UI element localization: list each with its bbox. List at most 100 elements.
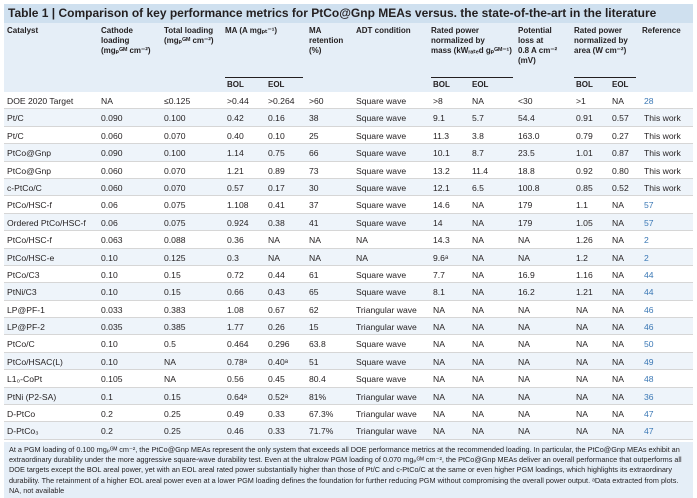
cell-adt-condition: NA bbox=[356, 252, 368, 263]
cell-ma-retention: 37 bbox=[309, 200, 319, 211]
cell-area-bol: NA bbox=[576, 304, 588, 315]
cell-area-eol: NA bbox=[612, 409, 624, 420]
cell-adt-condition: Square wave bbox=[356, 113, 407, 124]
reference-link[interactable]: 47 bbox=[644, 409, 654, 420]
reference-link[interactable]: 57 bbox=[644, 200, 654, 211]
cell-total-loading: 0.15 bbox=[164, 269, 181, 280]
cell-area-bol: 0.79 bbox=[576, 130, 593, 141]
reference-link[interactable]: 47 bbox=[644, 426, 654, 437]
cell-total-loading: NA bbox=[164, 374, 176, 385]
reference-link[interactable]: 44 bbox=[644, 287, 654, 298]
cell-ma-retention: NA bbox=[309, 252, 321, 263]
cell-total-loading: 0.075 bbox=[164, 200, 186, 211]
cell-total-loading: ≤0.125 bbox=[164, 96, 191, 106]
cell-ma-retention: 38 bbox=[309, 113, 319, 124]
cell-ma-bol: 1.14 bbox=[227, 148, 244, 159]
cell-mass-eol: NA bbox=[472, 96, 484, 106]
cell-mass-bol: NA bbox=[433, 409, 445, 420]
header-catalyst: Catalyst bbox=[7, 26, 39, 35]
cell-mass-eol: NA bbox=[472, 200, 484, 211]
header-adt-condition: ADT condition bbox=[356, 26, 411, 35]
cell-potential-loss: 23.5 bbox=[518, 148, 535, 159]
cell-ma-bol: 1.77 bbox=[227, 322, 244, 333]
cell-ma-retention: 81% bbox=[309, 391, 327, 402]
cell-adt-condition: Square wave bbox=[356, 130, 407, 141]
cell-catalyst: c-PtCo/C bbox=[7, 182, 42, 193]
cell-adt-condition: Triangular wave bbox=[356, 409, 417, 420]
reference-link[interactable]: 50 bbox=[644, 339, 654, 350]
cell-catalyst: LP@PF-1 bbox=[7, 304, 45, 315]
cell-ma-bol: 0.42 bbox=[227, 113, 244, 124]
cell-ma-eol: 0.41 bbox=[268, 200, 285, 211]
cell-potential-loss: 179 bbox=[518, 200, 533, 211]
cell-area-eol: NA bbox=[612, 217, 624, 228]
cell-ma-bol: 0.64ᵃ bbox=[227, 391, 247, 402]
header-reference: Reference bbox=[642, 26, 681, 35]
cell-cathode-loading: 0.06 bbox=[101, 217, 118, 228]
cell-mass-bol: 14.6 bbox=[433, 200, 450, 211]
cell-total-loading: 0.15 bbox=[164, 287, 181, 298]
cell-ma-retention: 25 bbox=[309, 130, 319, 141]
table-row: PtNi/C3 0.10 0.15 0.66 0.43 65 Square wave 8.1 N… bbox=[4, 283, 693, 301]
cell-potential-loss: 100.8 bbox=[518, 182, 540, 193]
table-row: LP@PF-1 0.033 0.383 1.08 0.67 62 Triangular wa… bbox=[4, 301, 693, 319]
cell-ma-bol: 0.40 bbox=[227, 130, 244, 141]
reference-link[interactable]: 46 bbox=[644, 304, 654, 315]
cell-total-loading: NA bbox=[164, 356, 176, 367]
cell-area-eol: NA bbox=[612, 235, 624, 246]
reference-link[interactable]: 2 bbox=[644, 252, 649, 263]
cell-ma-bol: 1.08 bbox=[227, 304, 244, 315]
cell-mass-bol: 13.2 bbox=[433, 165, 450, 176]
reference-link[interactable]: 36 bbox=[644, 391, 654, 402]
cell-potential-loss: NA bbox=[518, 356, 530, 367]
cell-ma-bol: >0.44 bbox=[227, 96, 249, 106]
table-body: DOE 2020 Target NA ≤0.125 >0.44 >0.264 >60 Squ… bbox=[4, 92, 693, 440]
cell-adt-condition: Square wave bbox=[356, 96, 407, 106]
cell-ma-retention: 63.8 bbox=[309, 339, 326, 350]
cell-ma-bol: 0.72 bbox=[227, 269, 244, 280]
cell-adt-condition: Triangular wave bbox=[356, 426, 417, 437]
cell-area-eol: NA bbox=[612, 200, 624, 211]
cell-potential-loss: NA bbox=[518, 252, 530, 263]
cell-adt-condition: NA bbox=[356, 235, 368, 246]
cell-area-bol: NA bbox=[576, 356, 588, 367]
table-row: DOE 2020 Target NA ≤0.125 >0.44 >0.264 >60 Squ… bbox=[4, 92, 693, 110]
cell-ma-bol: 0.57 bbox=[227, 182, 244, 193]
cell-cathode-loading: 0.060 bbox=[101, 130, 123, 141]
cell-mass-bol: NA bbox=[433, 304, 445, 315]
subheader-ma-eol: EOL bbox=[268, 80, 285, 89]
reference-link[interactable]: 28 bbox=[644, 96, 654, 106]
cell-mass-eol: NA bbox=[472, 339, 484, 350]
cell-potential-loss: NA bbox=[518, 409, 530, 420]
cell-mass-eol: NA bbox=[472, 217, 484, 228]
cell-adt-condition: Square wave bbox=[356, 200, 407, 211]
reference-link[interactable]: 2 bbox=[644, 235, 649, 246]
cell-ma-bol: 0.49 bbox=[227, 409, 244, 420]
reference-link[interactable]: 49 bbox=[644, 356, 654, 367]
cell-mass-eol: NA bbox=[472, 304, 484, 315]
cell-potential-loss: 16.2 bbox=[518, 287, 535, 298]
cell-area-eol: NA bbox=[612, 269, 624, 280]
cell-ma-eol: 0.67 bbox=[268, 304, 285, 315]
reference-link[interactable]: 48 bbox=[644, 374, 654, 385]
cell-mass-bol: 12.1 bbox=[433, 182, 450, 193]
cell-potential-loss: <30 bbox=[518, 96, 533, 106]
cell-catalyst: PtCo/C bbox=[7, 339, 35, 350]
cell-ma-eol: 0.10 bbox=[268, 130, 285, 141]
cell-area-eol: 0.52 bbox=[612, 182, 629, 193]
cell-ma-eol: 0.40ᵃ bbox=[268, 356, 288, 367]
reference-link[interactable]: 44 bbox=[644, 269, 654, 280]
table-row: LP@PF-2 0.035 0.385 1.77 0.26 15 Triangular wa… bbox=[4, 318, 693, 336]
cell-cathode-loading: 0.10 bbox=[101, 269, 118, 280]
cell-ma-retention: >60 bbox=[309, 96, 324, 106]
reference-link[interactable]: 57 bbox=[644, 217, 654, 228]
cell-cathode-loading: 0.090 bbox=[101, 148, 123, 159]
reference-link[interactable]: 46 bbox=[644, 322, 654, 333]
cell-ma-eol: 0.26 bbox=[268, 322, 285, 333]
cell-catalyst: LP@PF-2 bbox=[7, 322, 45, 333]
cell-adt-condition: Square wave bbox=[356, 339, 407, 350]
cell-cathode-loading: 0.2 bbox=[101, 409, 113, 420]
cell-catalyst: PtCo@Gnp bbox=[7, 165, 52, 176]
cell-ma-retention: 51 bbox=[309, 356, 319, 367]
cell-reference: This work bbox=[644, 130, 681, 141]
